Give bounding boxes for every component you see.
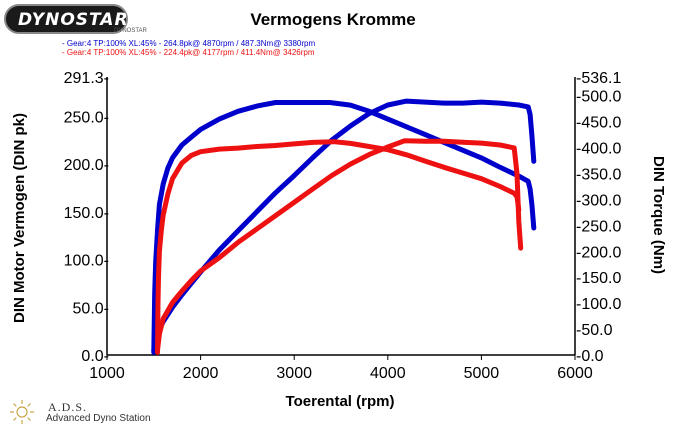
x-tick-label: 2000 bbox=[183, 365, 219, 382]
y-right-tick-label: -250.0 bbox=[576, 218, 621, 235]
y-left-tick-label: 150.0- bbox=[64, 205, 109, 222]
y-right-tick-label: -450.0 bbox=[576, 115, 621, 132]
y-right-tick-label: -150.0 bbox=[576, 270, 621, 287]
series-line-2 bbox=[151, 100, 537, 355]
y-right-tick-label: -500.0 bbox=[576, 89, 621, 106]
y-left-tick-label: 291.3- bbox=[64, 70, 109, 87]
dynostar-logo: DYNOSTAR bbox=[4, 4, 128, 34]
ads-sun-icon bbox=[10, 400, 34, 424]
series-line-3 bbox=[155, 138, 524, 353]
axes: 1000 2000 3000 4000 5000 6000 0.0- 50.0- 100.0- 1… bbox=[64, 70, 622, 382]
x-tick-label: 1000 bbox=[89, 365, 125, 382]
series-line-1 bbox=[151, 98, 537, 353]
x-tick-label: 5000 bbox=[464, 365, 500, 382]
footer-subtitle: Advanced Dyno Station bbox=[46, 413, 151, 424]
y-left-tick-label: 0.0- bbox=[81, 348, 109, 365]
y-right-tick-label: -200.0 bbox=[576, 244, 621, 261]
y-right-tick-label: -400.0 bbox=[576, 141, 621, 158]
legend-entry: - Gear:4 TP:100% XL:45% - 264.8pk@ 4870r… bbox=[62, 39, 315, 48]
legend-entry: - Gear:4 TP:100% XL:45% - 224.4pk@ 4177r… bbox=[62, 48, 315, 57]
y-right-tick-label: -100.0 bbox=[576, 296, 621, 313]
y-right-tick-label: -50.0 bbox=[576, 322, 613, 339]
logo-small-text: DYNOSTAR bbox=[114, 28, 147, 34]
y-right-tick-label: -350.0 bbox=[576, 167, 621, 184]
series-line-4 bbox=[155, 139, 522, 355]
y-left-tick-label: 250.0- bbox=[64, 109, 109, 126]
x-tick-label: 6000 bbox=[557, 365, 593, 382]
y-left-tick-label: 100.0- bbox=[64, 253, 109, 270]
logo-text: DYNOSTAR bbox=[18, 10, 129, 30]
y-axis-right-label: DIN Torque (Nm) bbox=[650, 156, 667, 274]
x-axis-label: Toerental (rpm) bbox=[286, 393, 395, 410]
y-right-tick-label: -0.0 bbox=[576, 348, 604, 365]
x-tick-label: 3000 bbox=[276, 365, 312, 382]
plot-lines bbox=[151, 98, 537, 355]
chart-title: Vermogens Kromme bbox=[250, 10, 415, 29]
footer-title: A.D.S. bbox=[48, 400, 88, 414]
y-left-tick-label: 200.0- bbox=[64, 157, 109, 174]
x-tick-label: 4000 bbox=[370, 365, 406, 382]
y-left-tick-label: 50.0- bbox=[73, 300, 109, 317]
y-axis-left-label: DIN Motor Vermogen (DIN pk) bbox=[11, 113, 28, 323]
y-right-tick-label: -536.1 bbox=[576, 70, 621, 87]
y-right-tick-label: -300.0 bbox=[576, 192, 621, 209]
legend: - Gear:4 TP:100% XL:45% - 264.8pk@ 4870r… bbox=[62, 39, 315, 57]
